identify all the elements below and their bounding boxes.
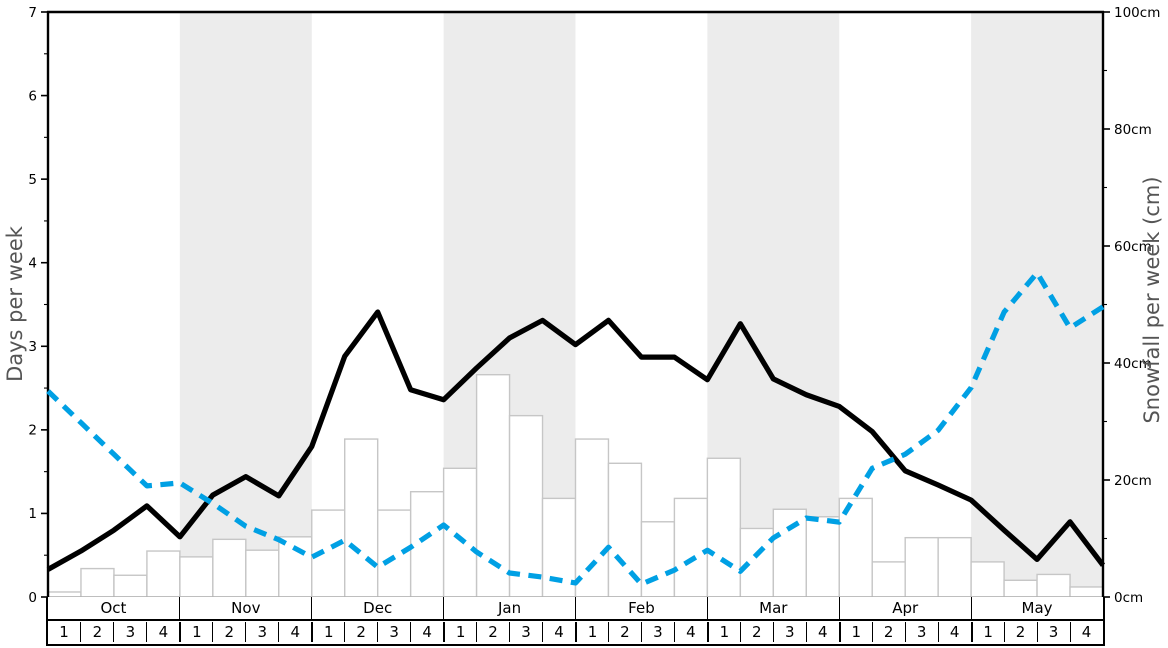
snow-bar: [1036, 573, 1071, 598]
right-axis-tick-label: 20cm: [1114, 473, 1152, 489]
week-cell: 3: [245, 621, 278, 642]
right-axis-tick-label: 100cm: [1114, 5, 1160, 21]
week-cell: 3: [640, 621, 674, 642]
left-axis-title: Days per week: [3, 226, 27, 382]
right-axis-title: Snowfall per week (cm): [1140, 176, 1164, 424]
week-cell: 3: [1036, 621, 1070, 642]
snow-bar: [640, 521, 676, 598]
month-cell-feb: Feb: [575, 597, 707, 619]
snow-bar: [508, 414, 544, 598]
left-axis-tick-label: 2: [28, 423, 37, 439]
right-axis-tick-label: 60cm: [1114, 239, 1152, 255]
week-cell: 1: [970, 621, 1004, 642]
week-cell: 2: [476, 621, 509, 642]
week-cell: 1: [443, 621, 476, 642]
snow-bar: [805, 516, 840, 598]
week-cell: 4: [146, 621, 179, 642]
month-cell-may: May: [970, 597, 1103, 619]
snowfall-per-week-line: [46, 270, 1105, 587]
snow-bar: [1069, 586, 1104, 598]
week-cell: 4: [1069, 621, 1103, 642]
week-cell: 1: [575, 621, 608, 642]
left-axis-tick-label: 0: [28, 590, 37, 606]
snow-bar: [574, 438, 610, 598]
snow-bar: [706, 457, 742, 598]
month-cell-dec: Dec: [311, 597, 443, 619]
left-axis-tick-label: 6: [28, 88, 37, 104]
right-axis-tick-label: 0cm: [1114, 590, 1143, 606]
snow-bar: [904, 536, 939, 598]
snow-bar: [80, 567, 115, 598]
week-cell: 2: [871, 621, 905, 642]
week-cell: 1: [838, 621, 872, 642]
week-cell: 2: [1003, 621, 1037, 642]
week-cell: 3: [113, 621, 146, 642]
week-cell: 2: [607, 621, 641, 642]
week-cell: 4: [542, 621, 575, 642]
snow-bar: [179, 556, 214, 598]
week-cell: 1: [311, 621, 344, 642]
week-cell: 1: [179, 621, 212, 642]
left-axis-tick-label: 1: [28, 506, 37, 522]
week-cell: 4: [278, 621, 311, 642]
week-cell: 4: [410, 621, 443, 642]
snow-bar: [970, 561, 1005, 598]
week-cell: 3: [377, 621, 410, 642]
week-cell: 4: [805, 621, 839, 642]
snow-bar: [673, 497, 709, 598]
snow-bar: [212, 538, 247, 598]
right-axis-tick-label: 40cm: [1114, 356, 1152, 372]
snow-bar: [376, 509, 412, 598]
week-cell: 3: [904, 621, 938, 642]
left-axis-tick-label: 3: [28, 339, 37, 355]
month-row: Oct Nov Dec Jan Feb Mar Apr May: [47, 597, 1103, 621]
week-cell: 4: [673, 621, 707, 642]
snow-bar: [1003, 579, 1038, 598]
week-cell: 1: [706, 621, 740, 642]
snow-bar: [245, 549, 280, 598]
snow-bar: [442, 467, 478, 598]
left-axis-tick-label: 7: [28, 5, 37, 21]
right-axis-tick-label: 80cm: [1114, 122, 1152, 138]
week-cell: 2: [80, 621, 113, 642]
snow-bar: [772, 508, 807, 598]
month-cell-apr: Apr: [838, 597, 971, 619]
week-cell: 2: [212, 621, 245, 642]
week-cell: 4: [937, 621, 971, 642]
left-axis-tick-label: 4: [28, 256, 37, 272]
month-cell-nov: Nov: [179, 597, 311, 619]
week-cell: 3: [772, 621, 806, 642]
snow-bar: [344, 438, 379, 598]
snow-bar: [113, 574, 148, 598]
left-axis-tick-label: 5: [28, 172, 37, 188]
snow-bar: [871, 561, 906, 598]
month-cell-mar: Mar: [706, 597, 839, 619]
week-cell: 3: [509, 621, 542, 642]
week-cell: 2: [739, 621, 773, 642]
days-per-week-line: [46, 309, 1106, 572]
week-cell: 1: [59, 622, 69, 641]
snow-bar: [146, 550, 181, 598]
snow-bar: [937, 536, 972, 598]
month-cell-jan: Jan: [443, 597, 575, 619]
month-shading-band: [971, 12, 1103, 597]
week-cell: 2: [344, 621, 377, 642]
month-cell-oct: Oct: [100, 599, 127, 617]
snow-bar: [409, 491, 445, 598]
